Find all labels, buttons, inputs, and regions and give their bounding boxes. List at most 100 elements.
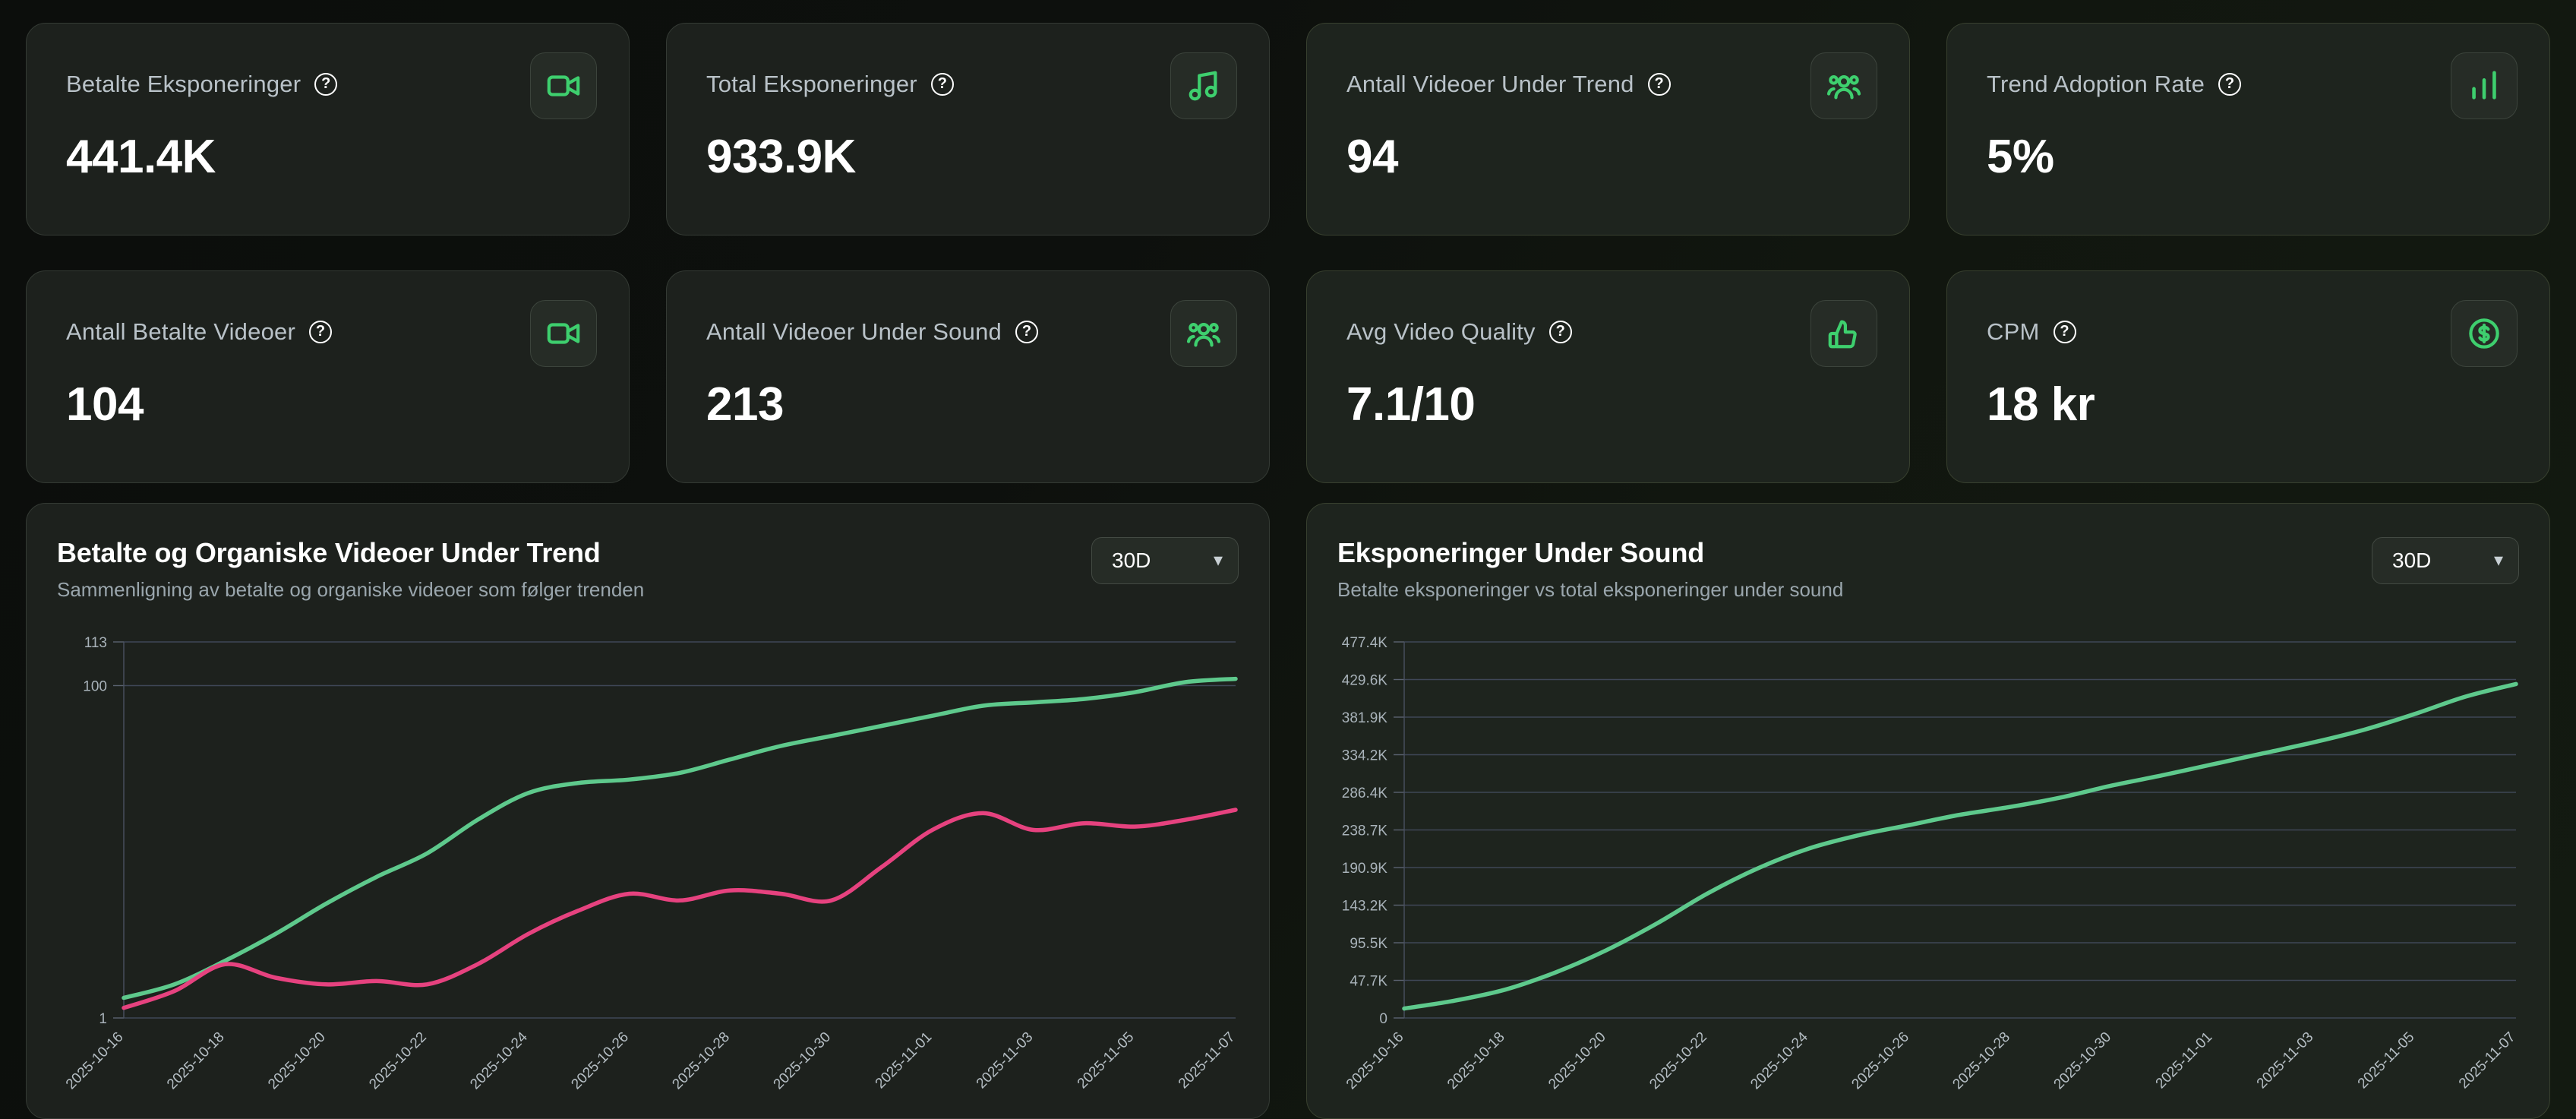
- kpi-value: 7.1/10: [1346, 378, 1476, 431]
- kpi-card: Antall Videoer Under Sound? 213: [666, 270, 1270, 483]
- music-note-icon: [1186, 68, 1221, 103]
- kpi-label: Antall Betalte Videoer: [66, 318, 295, 345]
- kpi-label: Total Eksponeringer: [706, 71, 917, 97]
- kpi-icon-box: [1170, 300, 1237, 367]
- y-axis-tick-label: 95.5K: [1350, 936, 1387, 952]
- chart-card-sound: Eksponeringer Under Sound Betalte ekspon…: [1306, 503, 2550, 1119]
- kpi-icon-box: [2451, 300, 2518, 367]
- y-axis-tick-label: 190.9K: [1342, 861, 1388, 877]
- help-icon[interactable]: ?: [2053, 321, 2076, 343]
- dollar-circle-icon: [2467, 316, 2502, 351]
- video-camera-icon: [546, 316, 581, 351]
- x-axis-tick-label: 2025-10-22: [366, 1029, 430, 1093]
- x-axis-tick-label: 2025-11-03: [2254, 1029, 2317, 1092]
- kpi-header: Antall Betalte Videoer?: [66, 318, 589, 346]
- x-axis-tick-label: 2025-10-16: [1343, 1029, 1407, 1093]
- x-axis-tick-label: 2025-10-18: [164, 1029, 228, 1093]
- x-axis-tick-label: 2025-11-05: [2355, 1029, 2418, 1092]
- kpi-value: 94: [1346, 131, 1398, 183]
- y-axis-tick-label: 286.4K: [1342, 786, 1388, 801]
- kpi-value: 213: [706, 378, 784, 431]
- thumbs-up-icon: [1826, 316, 1861, 351]
- chart-header: Betalte og Organiske Videoer Under Trend…: [57, 537, 1239, 602]
- chart-row: Betalte og Organiske Videoer Under Trend…: [26, 503, 2550, 1119]
- chart-heading-group: Betalte og Organiske Videoer Under Trend…: [57, 537, 644, 602]
- kpi-header: Avg Video Quality?: [1346, 318, 1870, 346]
- chart-line-series: [122, 808, 1238, 1010]
- x-axis-tick-label: 2025-10-20: [1545, 1029, 1609, 1093]
- x-axis-tick-label: 2025-11-01: [2153, 1029, 2216, 1092]
- kpi-header: Antall Videoer Under Sound?: [706, 318, 1230, 346]
- kpi-label: Antall Videoer Under Sound: [706, 318, 1002, 345]
- x-axis-tick-label: 2025-10-30: [2051, 1029, 2115, 1093]
- kpi-card: Avg Video Quality? 7.1/10: [1306, 270, 1910, 483]
- chart-heading-group: Eksponeringer Under Sound Betalte ekspon…: [1337, 537, 1843, 602]
- kpi-value: 104: [66, 378, 144, 431]
- kpi-label: Antall Videoer Under Trend: [1346, 71, 1634, 97]
- help-icon[interactable]: ?: [308, 321, 332, 343]
- chart-line-series: [122, 676, 1238, 1000]
- range-select-sound[interactable]: 30D ▾: [2372, 537, 2519, 584]
- kpi-card: Antall Betalte Videoer? 104: [26, 270, 630, 483]
- x-axis-tick-label: 2025-10-28: [669, 1029, 733, 1093]
- chevron-down-icon: ▾: [1213, 550, 1223, 571]
- chart-title: Betalte og Organiske Videoer Under Trend: [57, 537, 601, 568]
- y-axis-tick-label: 1: [99, 1011, 107, 1027]
- y-axis-tick-label: 381.9K: [1342, 710, 1388, 726]
- kpi-label: Trend Adoption Rate: [1987, 71, 2205, 97]
- y-axis-tick-label: 429.6K: [1342, 673, 1388, 689]
- x-axis-tick-label: 2025-11-07: [1176, 1029, 1239, 1092]
- range-select-trend[interactable]: 30D ▾: [1091, 537, 1239, 584]
- x-axis-tick-label: 2025-11-01: [873, 1029, 936, 1092]
- kpi-value: 933.9K: [706, 131, 856, 183]
- chart-svg: 0 47.7K 95.5K 143.2K 190.9K 238.7K 286.4K 334.2…: [1342, 635, 2519, 1093]
- kpi-label: Betalte Eksponeringer: [66, 71, 301, 97]
- x-axis-tick-label: 2025-10-26: [1848, 1029, 1912, 1093]
- help-icon[interactable]: ?: [2218, 73, 2242, 96]
- x-axis-tick-label: 2025-10-16: [63, 1029, 127, 1093]
- x-axis-tick-label: 2025-10-28: [1949, 1029, 2013, 1093]
- x-axis-tick-label: 2025-11-03: [974, 1029, 1037, 1092]
- help-icon[interactable]: ?: [1647, 73, 1671, 96]
- y-axis-tick-label: 143.2K: [1342, 899, 1388, 915]
- chart-title: Eksponeringer Under Sound: [1337, 537, 1705, 568]
- kpi-value: 441.4K: [66, 131, 216, 183]
- kpi-label: Avg Video Quality: [1346, 318, 1536, 345]
- help-icon[interactable]: ?: [1015, 321, 1038, 343]
- range-select-value: 30D: [1112, 548, 1151, 572]
- kpi-card: Antall Videoer Under Trend? 94: [1306, 23, 1910, 235]
- kpi-header: Trend Adoption Rate?: [1987, 71, 2510, 98]
- x-axis-tick-label: 2025-10-26: [568, 1029, 632, 1093]
- kpi-grid: Betalte Eksponeringer? 441.4K Total Ekspon…: [26, 23, 2550, 483]
- chart-svg: 1 100 113 2025-10-16 2025-10-18 2025-10-20 202…: [63, 635, 1239, 1093]
- help-icon[interactable]: ?: [314, 73, 338, 96]
- kpi-value: 18 kr: [1987, 378, 2095, 431]
- x-axis-tick-label: 2025-10-24: [467, 1029, 531, 1092]
- kpi-card: Trend Adoption Rate? 5%: [1946, 23, 2550, 235]
- kpi-card: CPM? 18 kr: [1946, 270, 2550, 483]
- y-axis-tick-label: 0: [1379, 1011, 1387, 1027]
- range-select-value: 30D: [2392, 548, 2432, 572]
- help-icon[interactable]: ?: [930, 73, 954, 96]
- kpi-card: Betalte Eksponeringer? 441.4K: [26, 23, 630, 235]
- kpi-icon-box: [2451, 52, 2518, 119]
- kpi-header: Total Eksponeringer?: [706, 71, 1230, 98]
- x-axis-tick-label: 2025-10-20: [265, 1029, 329, 1093]
- kpi-label: CPM: [1987, 318, 2040, 345]
- y-axis-tick-label: 477.4K: [1342, 635, 1388, 651]
- x-axis-tick-label: 2025-10-24: [1747, 1029, 1811, 1092]
- kpi-icon-box: [1170, 52, 1237, 119]
- users-group-icon: [1826, 68, 1861, 103]
- x-axis-tick-label: 2025-10-30: [771, 1029, 835, 1093]
- y-axis-tick-label: 334.2K: [1342, 748, 1388, 764]
- video-camera-icon: [546, 68, 581, 103]
- x-axis-tick-label: 2025-10-18: [1444, 1029, 1508, 1093]
- help-icon[interactable]: ?: [1548, 321, 1572, 343]
- kpi-card: Total Eksponeringer? 933.9K: [666, 23, 1270, 235]
- kpi-header: Antall Videoer Under Trend?: [1346, 71, 1870, 98]
- chart-plot-sound: 0 47.7K 95.5K 143.2K 190.9K 238.7K 286.4K 334.2…: [1307, 625, 2549, 1118]
- bar-chart-icon: [2467, 68, 2502, 103]
- y-axis-tick-label: 113: [84, 635, 107, 651]
- y-axis-tick-label: 238.7K: [1342, 823, 1388, 839]
- kpi-icon-box: [530, 52, 597, 119]
